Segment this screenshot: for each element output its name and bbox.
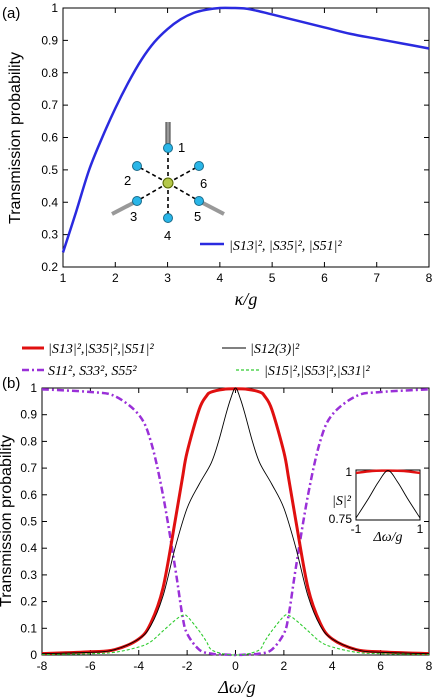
panel-a-xtick-label: 5 bbox=[269, 271, 276, 285]
panel-b-xtick-label: 6 bbox=[377, 659, 384, 673]
panel-b-ytick-label: 0.8 bbox=[20, 434, 37, 448]
inset-ytick-bottom: 0.75 bbox=[329, 512, 353, 526]
panel-b-xtick-label: 4 bbox=[329, 659, 336, 673]
legend-label-purple: S11², S33², S55² bbox=[48, 364, 137, 379]
legend-label-red: |S13|²,|S35|²,|S51|² bbox=[48, 342, 154, 357]
panel-b-xtick-label: -8 bbox=[37, 659, 48, 673]
panel-b-xlabel: Δω/g bbox=[217, 677, 255, 697]
panel-a-ytick-label: 0.2 bbox=[41, 260, 58, 274]
panel-b-series bbox=[41, 387, 430, 657]
panel-b-xtick-label: 8 bbox=[426, 659, 433, 673]
panel-b-xtick-label: -4 bbox=[133, 659, 144, 673]
node-label-5: 5 bbox=[194, 209, 201, 224]
node-6 bbox=[194, 161, 204, 171]
panel-b-series-line-3 bbox=[41, 614, 430, 656]
panel-a-ylabel: Transmission probability bbox=[7, 52, 24, 224]
panel-b-xtick-label: -2 bbox=[182, 659, 193, 673]
node-5 bbox=[194, 196, 204, 206]
panel-b-ytick-label: 0.9 bbox=[20, 408, 37, 422]
inset-xtick-right: 1 bbox=[417, 522, 424, 536]
panel-b-legend: |S13|²,|S35|²,|S51|² |S12(3)|² S11², S33… bbox=[22, 342, 370, 379]
panel-b-xtick-label: -6 bbox=[85, 659, 96, 673]
panel-b-series-line-1 bbox=[41, 388, 430, 657]
panel-a-xtick-label: 3 bbox=[164, 271, 171, 285]
panel-a-ytick-label: 0.9 bbox=[41, 33, 58, 47]
panel-a-xtick-label: 1 bbox=[60, 271, 67, 285]
panel-b-ytick-label: 0.2 bbox=[20, 595, 37, 609]
panel-b-ytick-label: 1 bbox=[30, 381, 37, 395]
inset-frame bbox=[355, 469, 421, 521]
panel-b-series-line-2 bbox=[41, 387, 430, 655]
panel-b-xtick-label: 0 bbox=[232, 659, 239, 673]
legend-label-black: |S12(3)|² bbox=[250, 342, 300, 357]
panel-a-legend: |S13|², |S35|², |S51|² bbox=[200, 239, 342, 254]
inset-series bbox=[355, 469, 421, 519]
panel-b-label: (b) bbox=[2, 375, 20, 392]
legend-label-a: |S13|², |S35|², |S51|² bbox=[229, 239, 342, 254]
inset-ylabel: |S|² bbox=[332, 494, 352, 509]
panel-b-xtick-label: 2 bbox=[281, 659, 288, 673]
panel-a-xticks: 1 2 3 4 5 6 7 8 bbox=[60, 8, 433, 285]
panel-a-xtick-label: 6 bbox=[321, 271, 328, 285]
panel-b-ytick-label: 0.4 bbox=[20, 541, 37, 555]
panel-a-yticks: 0.2 0.3 0.4 0.5 0.6 0.7 0.8 0.9 1 bbox=[41, 1, 429, 274]
inset-xlabel: Δω/g bbox=[373, 530, 403, 545]
panel-b-ytick-label: 0.5 bbox=[20, 515, 37, 529]
node-label-6: 6 bbox=[200, 176, 207, 191]
inset-xtick-left: -1 bbox=[351, 522, 362, 536]
panel-a-xlabel: κ/g bbox=[235, 289, 258, 309]
panel-b-ylabel: Transmission probability bbox=[0, 435, 15, 607]
panel-a-label: (a) bbox=[2, 5, 20, 22]
emitter-center bbox=[162, 177, 174, 189]
panel-a-ytick-label: 0.5 bbox=[41, 163, 58, 177]
coupling-lines bbox=[136, 148, 200, 218]
network-schematic: 1 2 3 4 5 6 bbox=[111, 122, 225, 243]
node-2 bbox=[132, 161, 142, 171]
node-label-4: 4 bbox=[164, 228, 171, 243]
node-label-1: 1 bbox=[178, 140, 185, 155]
panel-a-axes: 1 2 3 4 5 6 7 8 0.2 0.3 0.4 0.5 0.6 0.7 0.8 0.9 1 bbox=[41, 1, 432, 285]
panel-a-ytick-label: 0.8 bbox=[41, 66, 58, 80]
panel-b-ytick-label: 0.6 bbox=[20, 488, 37, 502]
panel-b-series-line-0 bbox=[41, 387, 430, 656]
panel-a-xtick-label: 4 bbox=[217, 271, 224, 285]
panel-b-yticks: 0 0.1 0.2 0.3 0.4 0.5 0.6 0.7 0.8 0.9 1 bbox=[20, 381, 429, 662]
node-4 bbox=[163, 213, 173, 223]
legend-label-green: |S15|²,|S53|²,|S31|² bbox=[264, 364, 370, 379]
panel-a-xtick-label: 8 bbox=[426, 271, 433, 285]
panel-a-ytick-label: 0.7 bbox=[41, 98, 58, 112]
node-1 bbox=[163, 143, 173, 153]
panel-a-frame bbox=[62, 7, 430, 268]
panel-b-inset: 1 0.75 |S|² -1 1 Δω/g bbox=[329, 465, 424, 545]
inset-ytick-top: 1 bbox=[345, 465, 352, 479]
node-label-3: 3 bbox=[130, 209, 137, 224]
panel-a-xtick-label: 7 bbox=[373, 271, 380, 285]
panel-a-xtick-label: 2 bbox=[112, 271, 119, 285]
panel-b-ytick-label: 0.1 bbox=[20, 621, 37, 635]
panel-b-frame bbox=[41, 387, 430, 656]
panel-b-ytick-label: 0.3 bbox=[20, 568, 37, 582]
panel-b-axes: -8 -6 -4 -2 0 2 4 6 8 00.10.20.30.40.50.60.70.80… bbox=[20, 381, 432, 673]
panel-a-ytick-label: 1 bbox=[51, 1, 58, 15]
node-label-2: 2 bbox=[124, 173, 131, 188]
panel-b-ytick-label: 0 bbox=[30, 648, 37, 662]
panel-a-series bbox=[61, 6, 430, 253]
inset-series-line-1 bbox=[355, 470, 421, 519]
panel-b-ytick-label: 0.7 bbox=[20, 461, 37, 475]
node-3 bbox=[132, 196, 142, 206]
cavity-nodes bbox=[132, 143, 204, 223]
panel-a-ytick-label: 0.3 bbox=[41, 228, 58, 242]
panel-a-ytick-label: 0.4 bbox=[41, 195, 58, 209]
panel-a-ytick-label: 0.6 bbox=[41, 131, 58, 145]
panel-a-series-line bbox=[61, 6, 430, 253]
